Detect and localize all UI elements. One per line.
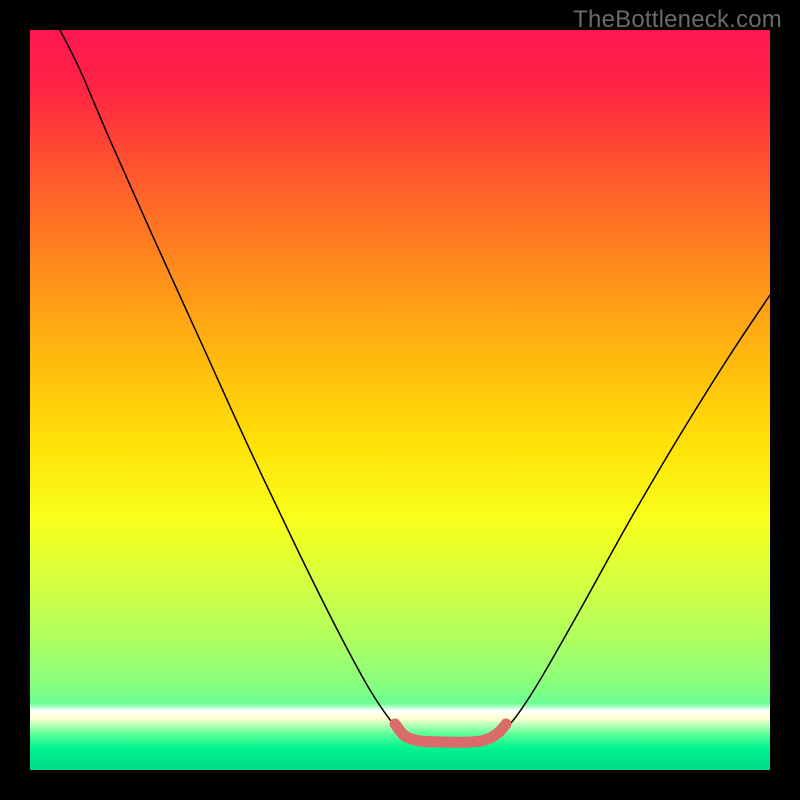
plot-background <box>30 30 770 770</box>
watermark-text: TheBottleneck.com <box>573 6 782 34</box>
chart-container: TheBottleneck.com <box>0 0 800 800</box>
bottleneck-chart <box>0 0 800 800</box>
